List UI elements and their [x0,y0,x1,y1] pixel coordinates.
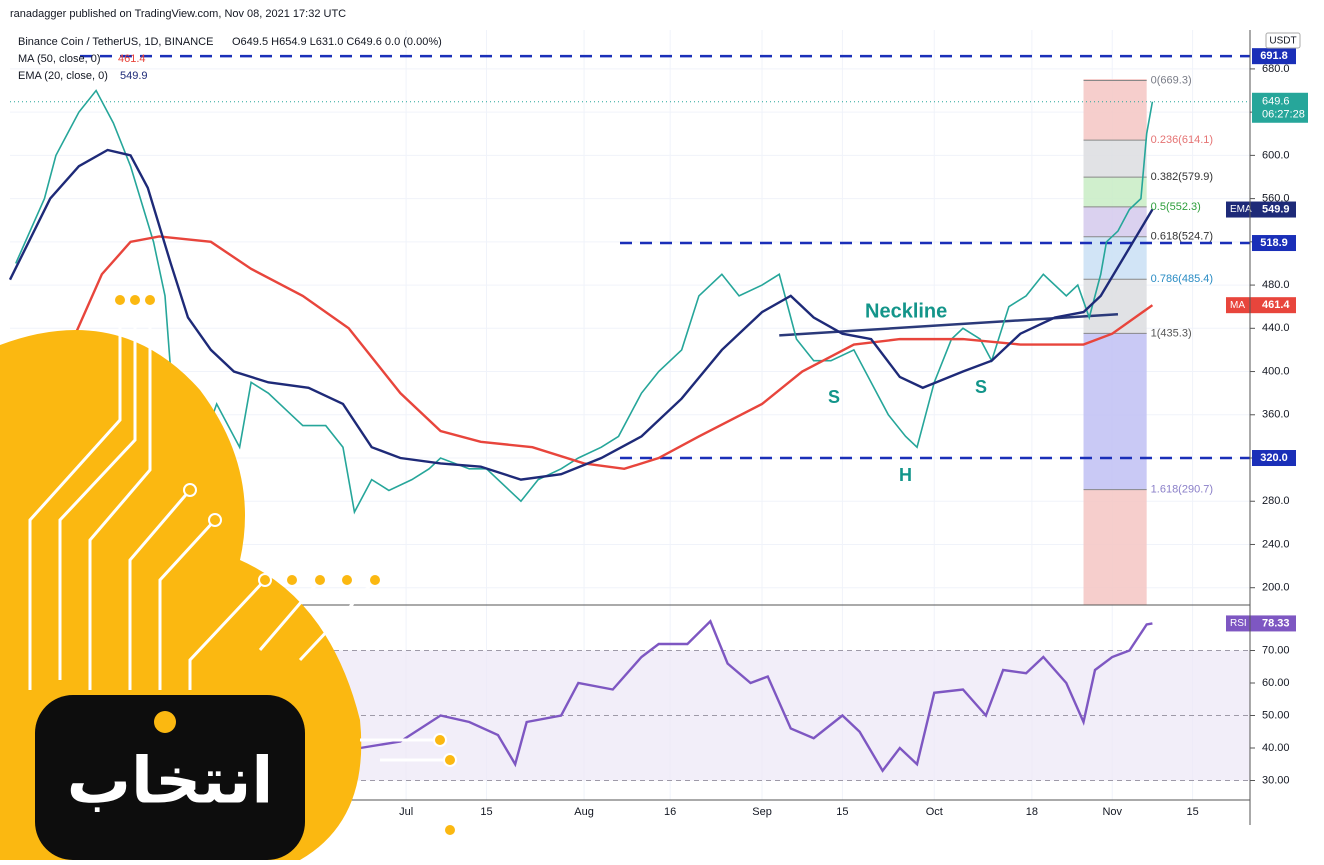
y-tick-label: 30.00 [1262,774,1290,786]
symbol: Binance Coin / TetherUS, 1D, BINANCE [18,36,213,48]
level-tag-label: 320.0 [1260,452,1288,464]
fib-label: 0.5(552.3) [1151,201,1201,213]
fib-label: 0.382(579.9) [1151,171,1213,183]
level-tag-label: 518.9 [1260,237,1288,249]
y-tick-label: 600.0 [1262,149,1290,161]
series-line [72,235,1154,471]
series-tag-name: MA [1230,300,1245,311]
series-tag [1226,201,1296,218]
series-line [359,619,1153,773]
y-tick-label: 560.0 [1262,193,1290,205]
y-tick-label: 60.00 [1262,677,1290,689]
x-tick-label: Jul [399,806,413,818]
watermark-circuit [28,300,450,832]
annotation: S [975,377,987,397]
series-tag-name: EMA [1230,204,1252,215]
level-tag-label: 691.8 [1260,50,1288,62]
series-line [8,148,1154,481]
x-tick-label: 15 [1186,806,1198,818]
annotation: S [828,387,840,407]
fib-label: 0(669.3) [1151,74,1192,86]
y-tick-label: 70.00 [1262,644,1290,656]
x-tick-label: Oct [926,806,943,818]
series-tag-value: 461.4 [1262,299,1290,311]
currency-box [1265,32,1301,49]
series-tag-name: RSI [1230,618,1247,629]
currency: USDT [1269,36,1296,47]
y-tick-label: 40.00 [1262,742,1290,754]
fib-band [1083,177,1147,207]
ema-legend: EMA (20, close, 0) [18,70,108,82]
annotation: Neckline [865,300,947,322]
countdown: 06:27:28 [1262,109,1305,121]
series-tag [1226,615,1296,632]
header: ranadagger published on TradingView.com,… [10,8,346,20]
x-tick-label: 16 [664,806,676,818]
y-tick-label: 480.0 [1262,279,1290,291]
ohlc: O649.5 H654.9 L631.0 C649.6 0.0 (0.00%) [232,36,442,48]
last-price-tag [1252,92,1308,123]
y-tick-label: 360.0 [1262,409,1290,421]
fib-label: 1(435.3) [1151,327,1192,339]
watermark-text: انتخاب [67,745,274,819]
ma-legend-value: 461.4 [118,53,146,65]
x-tick-label: 18 [1026,806,1038,818]
y-tick-label: 440.0 [1262,322,1290,334]
ema-legend-value: 549.9 [120,70,148,82]
fib-label: 0.236(614.1) [1151,134,1213,146]
last-price: 649.6 [1262,96,1290,108]
y-tick-label: 240.0 [1262,538,1290,550]
fib-band [1083,79,1147,141]
neckline [779,313,1119,337]
annotation: H [899,465,912,485]
fib-band [1083,279,1147,334]
x-tick-label: 15 [480,806,492,818]
y-tick-label: 680.0 [1262,63,1290,75]
series-tag-value: 78.33 [1262,617,1290,629]
fib-band [1083,333,1147,490]
watermark-badge [35,695,305,860]
watermark-coin [154,711,176,733]
watermark: انتخاب [0,293,457,860]
y-tick-label: 280.0 [1262,495,1290,507]
fib-label: 1.618(290.7) [1151,484,1213,496]
x-tick-label: 15 [836,806,848,818]
level-tag [1252,235,1296,252]
fib-band [1083,489,1147,605]
series-tag [1226,297,1296,314]
fib-label: 0.618(524.7) [1151,231,1213,243]
x-tick-label: Sep [752,806,772,818]
fib-band [1083,206,1147,237]
y-tick-label: 50.00 [1262,709,1290,721]
level-tag [1252,450,1296,467]
series-tag-value: 549.9 [1262,203,1290,215]
fib-band [1083,140,1147,178]
y-tick-label: 400.0 [1262,365,1290,377]
level-tag [1252,48,1296,65]
x-tick-label: Aug [574,806,594,818]
ma-legend: MA (50, close, 0) [18,53,101,65]
fib-label: 0.786(485.4) [1151,273,1213,285]
y-tick-label: 200.0 [1262,582,1290,594]
watermark-nodes [113,293,457,837]
x-tick-label: Nov [1102,806,1122,818]
